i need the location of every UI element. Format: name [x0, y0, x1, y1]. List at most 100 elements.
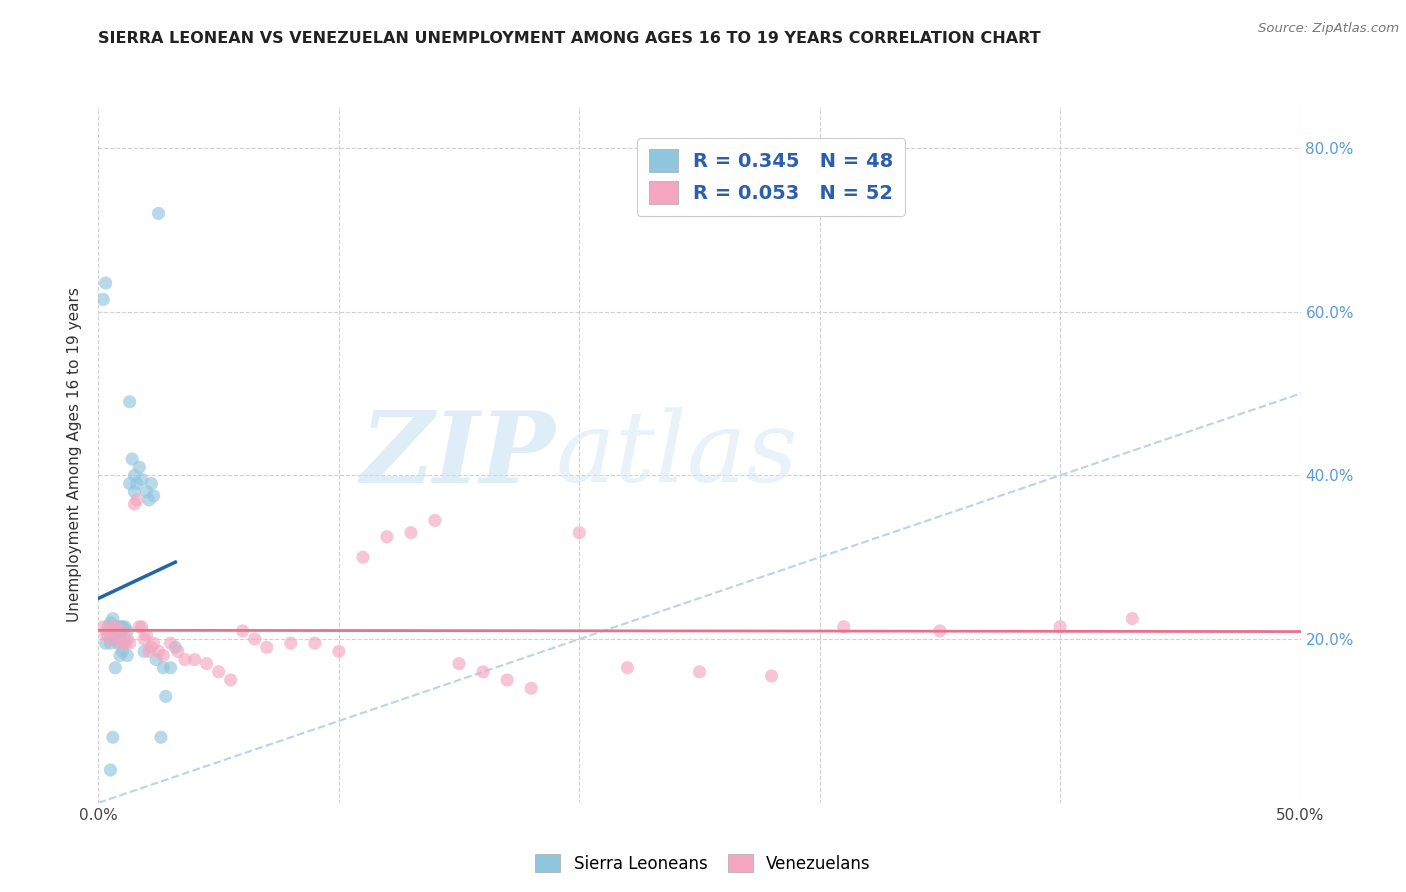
- Point: [91, 293, 114, 307]
- Point: [101, 612, 124, 626]
- Legend: Sierra Leoneans, Venezuelans: Sierra Leoneans, Venezuelans: [529, 847, 877, 880]
- Point: [104, 661, 127, 675]
- Point: [141, 476, 163, 491]
- Point: [568, 525, 591, 540]
- Point: [155, 690, 177, 704]
- Point: [100, 632, 122, 646]
- Text: ZIP: ZIP: [360, 407, 555, 503]
- Point: [132, 632, 155, 646]
- Point: [135, 484, 157, 499]
- Point: [159, 636, 181, 650]
- Point: [328, 644, 350, 658]
- Point: [114, 620, 136, 634]
- Point: [219, 673, 242, 687]
- Point: [97, 624, 120, 638]
- Text: atlas: atlas: [555, 408, 799, 502]
- Point: [280, 636, 302, 650]
- Point: [94, 628, 117, 642]
- Point: [108, 648, 131, 663]
- Point: [94, 636, 117, 650]
- Point: [111, 644, 134, 658]
- Text: Source: ZipAtlas.com: Source: ZipAtlas.com: [1258, 22, 1399, 36]
- Point: [183, 652, 205, 666]
- Point: [472, 665, 495, 679]
- Point: [447, 657, 470, 671]
- Point: [121, 452, 143, 467]
- Point: [152, 648, 174, 663]
- Point: [174, 652, 197, 666]
- Point: [107, 636, 129, 650]
- Point: [108, 620, 131, 634]
- Point: [107, 628, 129, 642]
- Point: [195, 657, 218, 671]
- Point: [108, 636, 131, 650]
- Point: [124, 497, 146, 511]
- Point: [520, 681, 543, 696]
- Point: [761, 669, 783, 683]
- Point: [118, 476, 141, 491]
- Point: [375, 530, 398, 544]
- Point: [117, 632, 139, 646]
- Point: [100, 636, 122, 650]
- Point: [1049, 620, 1071, 634]
- Point: [118, 394, 141, 409]
- Point: [208, 665, 231, 679]
- Point: [135, 628, 157, 642]
- Point: [131, 473, 153, 487]
- Point: [107, 620, 129, 634]
- Point: [399, 525, 422, 540]
- Point: [496, 673, 519, 687]
- Point: [165, 640, 187, 655]
- Point: [128, 460, 150, 475]
- Point: [125, 492, 148, 507]
- Point: [149, 731, 172, 745]
- Point: [352, 550, 374, 565]
- Point: [243, 632, 266, 646]
- Point: [101, 624, 124, 638]
- Point: [138, 492, 160, 507]
- Point: [100, 763, 122, 777]
- Point: [152, 661, 174, 675]
- Text: SIERRA LEONEAN VS VENEZUELAN UNEMPLOYMENT AMONG AGES 16 TO 19 YEARS CORRELATION : SIERRA LEONEAN VS VENEZUELAN UNEMPLOYMEN…: [98, 31, 1040, 46]
- Point: [232, 624, 254, 638]
- Point: [832, 620, 855, 634]
- Point: [97, 620, 120, 634]
- Point: [111, 624, 134, 638]
- Point: [131, 620, 153, 634]
- Point: [142, 489, 165, 503]
- Point: [928, 624, 950, 638]
- Point: [256, 640, 278, 655]
- Point: [114, 636, 136, 650]
- Point: [124, 468, 146, 483]
- Legend: R = 0.345   N = 48, R = 0.053   N = 52: R = 0.345 N = 48, R = 0.053 N = 52: [637, 137, 905, 216]
- Point: [104, 620, 127, 634]
- Point: [118, 636, 141, 650]
- Point: [145, 652, 167, 666]
- Point: [141, 640, 163, 655]
- Point: [117, 648, 139, 663]
- Point: [304, 636, 326, 650]
- Y-axis label: Unemployment Among Ages 16 to 19 years: Unemployment Among Ages 16 to 19 years: [67, 287, 83, 623]
- Point: [616, 661, 638, 675]
- Point: [148, 644, 170, 658]
- Point: [128, 620, 150, 634]
- Point: [111, 620, 134, 634]
- Point: [111, 624, 134, 638]
- Point: [142, 636, 165, 650]
- Point: [159, 661, 181, 675]
- Point: [97, 628, 120, 642]
- Point: [124, 484, 146, 499]
- Point: [132, 644, 155, 658]
- Point: [107, 628, 129, 642]
- Point: [100, 615, 122, 630]
- Point: [101, 731, 124, 745]
- Point: [104, 620, 127, 634]
- Point: [107, 624, 129, 638]
- Point: [148, 206, 170, 220]
- Point: [125, 476, 148, 491]
- Point: [104, 632, 127, 646]
- Point: [94, 276, 117, 290]
- Point: [1121, 612, 1143, 626]
- Point: [138, 644, 160, 658]
- Point: [108, 628, 131, 642]
